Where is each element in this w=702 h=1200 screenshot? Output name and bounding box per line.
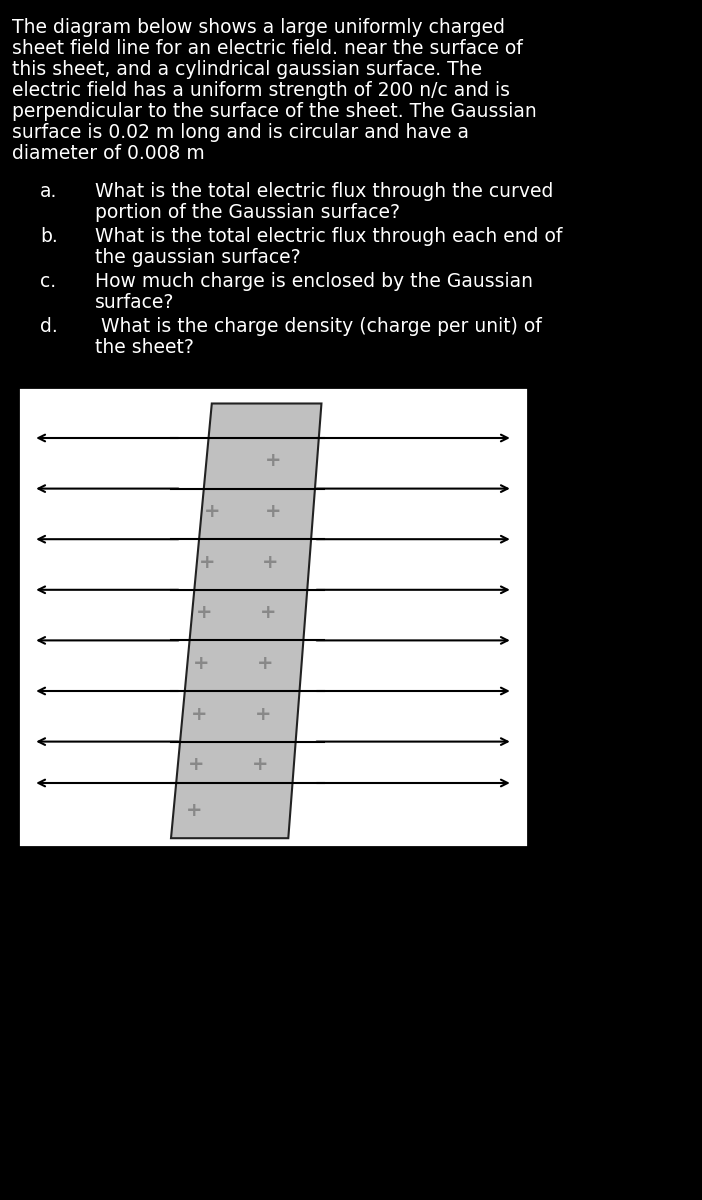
Text: What is the total electric flux through the curved: What is the total electric flux through … (95, 181, 553, 200)
Polygon shape (171, 403, 322, 838)
Text: +: + (252, 755, 268, 774)
Text: perpendicular to the surface of the sheet. The Gaussian: perpendicular to the surface of the shee… (12, 102, 537, 121)
Text: portion of the Gaussian surface?: portion of the Gaussian surface? (95, 203, 400, 222)
Text: +: + (188, 755, 205, 774)
Text: +: + (193, 654, 210, 673)
Text: The diagram below shows a large uniformly charged: The diagram below shows a large uniforml… (12, 18, 505, 37)
Text: +: + (260, 604, 276, 623)
Text: +: + (257, 654, 274, 673)
Text: a.: a. (40, 181, 58, 200)
Text: +: + (265, 502, 282, 521)
Text: sheet field line for an electric field. near the surface of: sheet field line for an electric field. … (12, 38, 523, 58)
Bar (18, 388, 528, 847)
Text: d.: d. (40, 317, 58, 336)
Text: surface?: surface? (95, 293, 174, 312)
Text: +: + (255, 704, 271, 724)
Text: b.: b. (40, 227, 58, 246)
Text: c.: c. (40, 272, 56, 292)
Text: this sheet, and a cylindrical gaussian surface. The: this sheet, and a cylindrical gaussian s… (12, 60, 482, 79)
Text: +: + (196, 604, 213, 623)
Text: +: + (191, 704, 207, 724)
Text: What is the total electric flux through each end of: What is the total electric flux through … (95, 227, 562, 246)
Text: +: + (186, 802, 202, 820)
Text: +: + (263, 553, 279, 571)
Text: +: + (204, 502, 220, 521)
Text: +: + (199, 553, 215, 571)
Text: electric field has a uniform strength of 200 n/c and is: electric field has a uniform strength of… (12, 80, 510, 100)
Text: surface is 0.02 m long and is circular and have a: surface is 0.02 m long and is circular a… (12, 122, 469, 142)
Text: the gaussian surface?: the gaussian surface? (95, 248, 300, 266)
Text: How much charge is enclosed by the Gaussian: How much charge is enclosed by the Gauss… (95, 272, 533, 292)
Text: the sheet?: the sheet? (95, 338, 194, 358)
Text: diameter of 0.008 m: diameter of 0.008 m (12, 144, 205, 163)
Text: +: + (265, 451, 282, 470)
Text: What is the charge density (charge per unit) of: What is the charge density (charge per u… (95, 317, 542, 336)
